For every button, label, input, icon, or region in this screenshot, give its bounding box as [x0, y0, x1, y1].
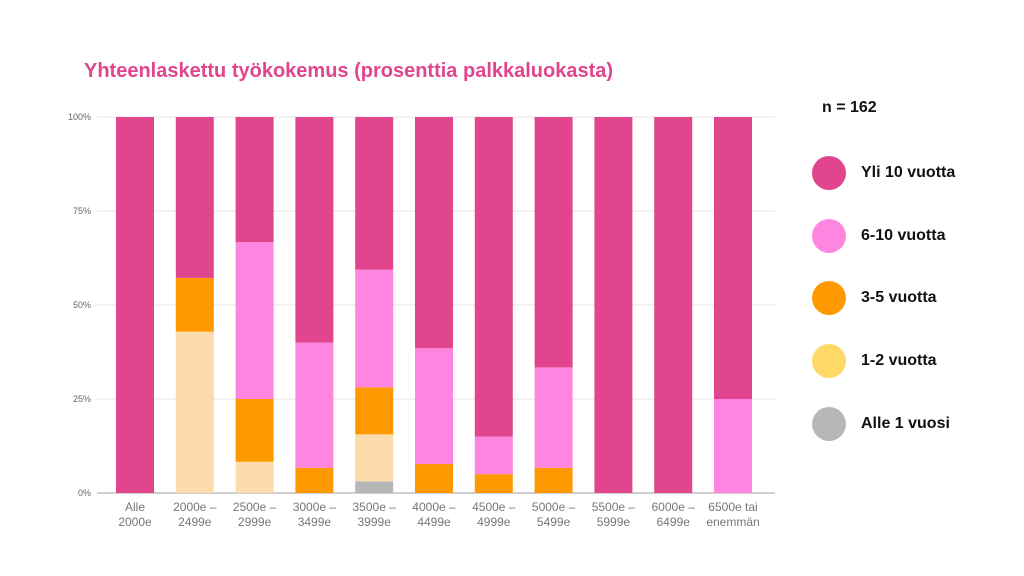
legend-item-over-10-years: Yli 10 vuotta: [812, 156, 955, 190]
legend-label: 1-2 vuotta: [861, 352, 937, 369]
x-tick-label: 2500e –2999e: [233, 500, 277, 529]
legend-label: Yli 10 vuotta: [861, 164, 956, 181]
bar-segment: [474, 474, 513, 493]
bar-segment: [654, 117, 693, 493]
bar-segment: [474, 117, 513, 437]
legend-item-6-10-years: 6-10 vuotta: [812, 219, 945, 253]
x-tick-label: 3000e –3499e: [293, 500, 337, 529]
bar-segment: [355, 117, 394, 270]
legend-label: 3-5 vuotta: [861, 289, 937, 306]
x-tick-label: 6500e tai enemmän: [706, 500, 759, 529]
legend-item-1-2-years: 1-2 vuotta: [812, 344, 937, 378]
sample-size-label: n = 162: [822, 99, 877, 116]
axes: 0% 25% 50% 75% 100% Alle 2000e 2000e –2499e 2500…: [68, 112, 760, 529]
x-tick-label: 5500e –5999e: [592, 500, 636, 529]
x-tick-label: 6000e –6499e: [652, 500, 696, 529]
legend-label: Alle 1 vuosi: [861, 415, 950, 432]
bar-segment: [295, 467, 334, 493]
bar-segment: [175, 331, 214, 493]
bar-segment: [355, 481, 394, 493]
x-tick-label: 4000e –4499e: [412, 500, 456, 529]
legend-item-under-1-year: Alle 1 vuosi: [812, 407, 950, 441]
bar-segment: [594, 117, 633, 493]
legend-swatch: [812, 407, 846, 441]
y-tick-label: 50%: [73, 300, 91, 310]
bar-segment: [534, 117, 573, 368]
chart-title: Yhteenlaskettu työkokemus (prosenttia pa…: [84, 60, 614, 82]
bar-segment: [235, 242, 274, 399]
x-tick-label: 3500e –3999e: [353, 500, 397, 529]
y-tick-label: 0%: [78, 488, 91, 498]
bar-segment: [355, 269, 394, 388]
legend-swatch: [812, 219, 846, 253]
bar-segment: [415, 464, 453, 493]
legend-swatch: [812, 156, 846, 190]
x-tick-label: 5000e –5499e: [532, 500, 576, 529]
bar-segment: [355, 434, 394, 482]
bar-segment: [415, 117, 453, 349]
y-tick-label: 75%: [73, 206, 91, 216]
bar-segment: [534, 367, 573, 468]
bar-segment: [474, 436, 513, 475]
legend-label: 6-10 vuotta: [861, 227, 946, 244]
legend-item-3-5-years: 3-5 vuotta: [812, 281, 937, 315]
bar-segment: [295, 117, 334, 343]
bar-segment: [295, 342, 334, 468]
y-tick-label: 25%: [73, 394, 91, 404]
bar-segment: [175, 117, 214, 278]
legend-swatch: [812, 281, 846, 315]
bar-segment: [714, 117, 752, 399]
y-tick-label: 100%: [68, 112, 91, 122]
bar-segment: [415, 348, 453, 465]
legend-swatch: [812, 344, 846, 378]
bar-segment: [116, 117, 154, 493]
x-tick-label: Alle 2000e: [118, 500, 152, 529]
bar-segment: [235, 461, 274, 493]
x-tick-label: 2000e –2499e: [173, 500, 217, 529]
bar-segment: [235, 117, 274, 243]
bar-segment: [534, 467, 573, 493]
x-tick-label: 4500e –4999e: [472, 500, 516, 529]
bar-segment: [714, 399, 752, 493]
bars: [116, 117, 752, 493]
bar-segment: [355, 387, 394, 435]
bar-segment: [235, 399, 274, 462]
bar-segment: [175, 277, 214, 332]
